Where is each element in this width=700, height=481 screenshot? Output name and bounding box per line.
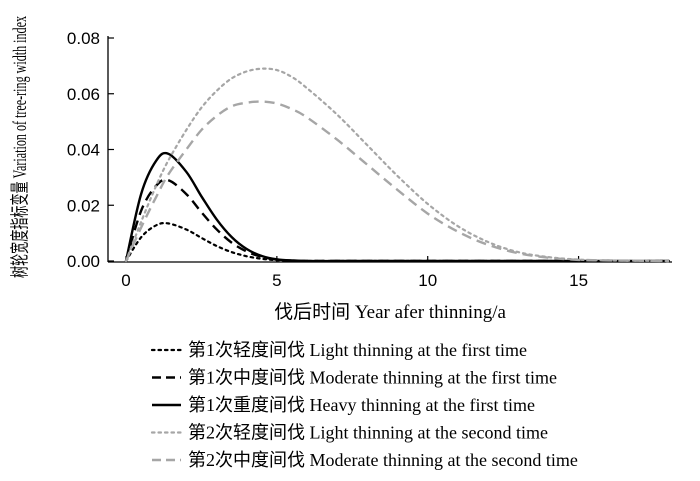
series-line-1 (124, 221, 671, 263)
series-line-4 (124, 67, 671, 263)
legend-label-1: 第1次轻度间伐 Light thinning at the first time (188, 340, 527, 360)
x-tick-label: 10 (418, 271, 437, 290)
legend-label-2: 第1次中度间伐 Moderate thinning at the first t… (188, 368, 557, 388)
y-tick-label: 0.06 (67, 85, 100, 104)
legend-label-3: 第1次重度间伐 Heavy thinning at the first time (188, 395, 535, 415)
x-tick-label: 5 (272, 271, 281, 290)
y-tick-label: 0.00 (67, 252, 100, 271)
x-tick-label: 15 (569, 271, 588, 290)
x-tick-label: 0 (121, 271, 130, 290)
legend: 第1次轻度间伐 Light thinning at the first time… (150, 340, 578, 470)
series-line-2 (124, 178, 670, 263)
y-axis-title: 树轮宽度指标变量 Variation of tree-ring width in… (9, 16, 31, 278)
y-tick-label: 0.04 (67, 141, 100, 160)
plot-lines (124, 67, 671, 263)
legend-label-4: 第2次轻度间伐 Light thinning at the second tim… (188, 423, 548, 443)
axes: 0.00 0.02 0.04 0.06 0.08 0 5 10 15 (67, 29, 672, 290)
x-axis-title: 伐后时间 Year afer thinning/a (274, 301, 506, 323)
y-tick-label: 0.08 (67, 29, 100, 48)
y-tick-label: 0.02 (67, 196, 100, 215)
series-line-5 (124, 100, 670, 263)
series-line-3 (124, 151, 670, 263)
legend-label-5: 第2次中度间伐 Moderate thinning at the second … (188, 450, 578, 470)
